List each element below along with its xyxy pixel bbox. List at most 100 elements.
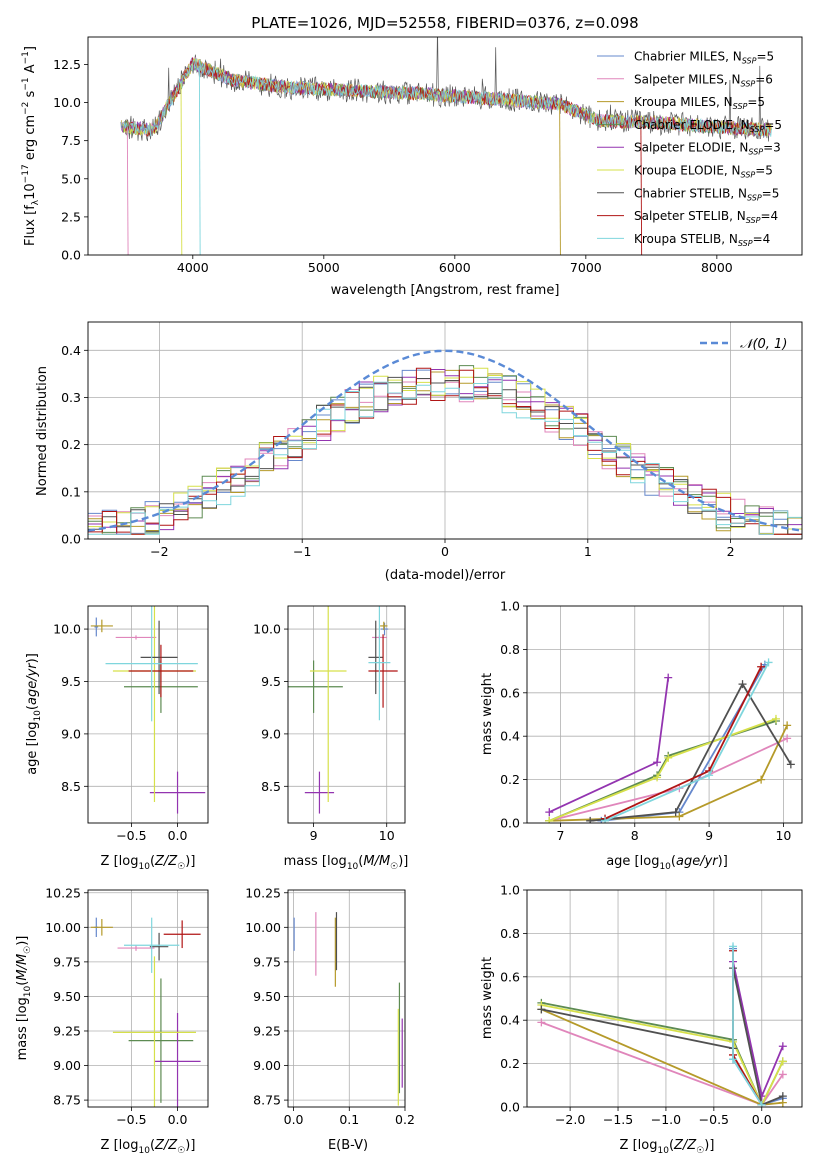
mw-z-ylabel: mass weight [480,957,495,1039]
massweight-vs-metallicity-panel: −2.0 −1.5 −1.0 −0.5 0.0 0.0 0.2 0.4 0.6 0.8 1.0 [500,883,803,1127]
residual-histogram-panel: −2 −1 0 1 2 0.0 0.1 0.2 0.3 0.4 𝒩(0, 1) [61,321,803,559]
age-z-xlabel: Z [log10(Z/Z☉)] [101,854,196,872]
mass-weight-marker [771,714,780,723]
x-tick-label: −0.5 [699,1112,729,1127]
age-mass-xlabel: mass [log10(M/M☉)] [284,854,409,872]
y-tick-label: 10.00 [245,920,281,935]
x-tick-label: 0.0 [752,1112,772,1127]
residual-xlabel: (data-model)/error [385,568,506,583]
mass-weight-marker [586,816,595,823]
axes-frame [526,605,803,824]
y-tick-label: 10.00 [45,920,81,935]
y-tick-label: 0.0 [61,532,81,547]
spectrum-panel: 4000 5000 6000 7000 8000 0.0 2.5 5.0 7.5 10.0 12.5… [53,36,803,275]
y-tick-label: 8.75 [253,1093,281,1108]
plot-area [88,349,802,535]
y-tick-label: 10.0 [53,95,81,110]
x-tick-label: 2 [727,544,735,559]
x-tick-label: −2 [150,544,168,559]
y-tick-label: 9.25 [53,1023,81,1038]
chart-title: PLATE=1026, MJD=52558, FIBERID=0376, z=0… [251,14,638,32]
x-tick-label: −1.5 [603,1112,633,1127]
axes-frame [287,889,406,1108]
mass-weight-marker [601,816,610,823]
plot-area [90,917,201,1107]
y-tick-label: 9.75 [53,954,81,969]
y-tick-label: 1.0 [500,599,520,614]
y-tick-label: 2.5 [61,209,81,224]
mass-weight-marker [786,760,795,769]
mass-weight-marker [757,775,766,784]
y-tick-label: 5.0 [61,171,81,186]
spectrum-legend: Chabrier MILES, NSSP=5 Salpeter MILES, NS… [597,50,782,248]
mass-vs-ebv-panel: 0.0 0.1 0.2 8.75 9.00 9.25 9.50 9.75 10.00 10.25 [245,885,415,1127]
residual-histogram-series [88,367,802,535]
mw-z-xlabel: Z [log10(Z/Z☉)] [620,1138,715,1156]
x-tick-label: 6000 [439,260,471,275]
mass-weight-marker [653,773,662,782]
y-tick-label: 9.25 [253,1023,281,1038]
residual-histogram-series [88,369,802,535]
mass-weight-marker [653,758,662,767]
mass-weight-marker [778,1070,787,1079]
mass-weight-marker [729,942,738,951]
plot-area [90,606,206,814]
spectrum-spike [640,122,643,255]
y-tick-label: 9.50 [253,989,281,1004]
mass-weight-marker [537,1005,546,1014]
y-tick-label: 10.0 [253,622,281,637]
y-tick-label: 0.0 [500,816,520,831]
x-tick-label: −0.5 [116,1112,146,1127]
y-tick-label: 10.0 [53,622,81,637]
x-tick-label: 10 [379,828,395,843]
mass-weight-marker [757,662,766,671]
y-tick-label: 9.00 [53,1058,81,1073]
x-tick-label: 0.0 [284,1112,304,1127]
x-tick-label: 1 [584,544,592,559]
mass-weight-marker [729,1055,738,1064]
y-tick-label: 0.1 [61,484,81,499]
x-tick-label: 10 [775,828,791,843]
plot-area [293,912,403,1106]
mass-weight-series-line [590,682,792,822]
legend-label: Kroupa ELODIE, NSSP=5 [634,164,773,180]
y-tick-label: 12.5 [53,57,81,72]
mass-weight-series-line [548,677,670,813]
mw-age-xlabel: age [log10(age/yr)] [606,854,728,872]
mass-weight-series-line [548,717,777,822]
y-tick-label: 8.5 [61,779,81,794]
y-tick-label: 9.50 [53,989,81,1004]
x-tick-label: 8000 [701,260,733,275]
spectrum-spike [180,83,183,255]
y-tick-label: 9.0 [61,726,81,741]
axes-frame [87,889,209,1108]
mass-z-ylabel: mass [log10(M/M☉)] [15,936,33,1061]
residual-ylabel: Normed distribution [35,366,50,496]
plot-area [545,658,795,823]
x-tick-label: 0 [441,544,449,559]
y-tick-label: 0.0 [500,1100,520,1115]
mass-weight-marker [778,1092,787,1101]
y-tick-label: 0.3 [61,390,81,405]
mass-weight-marker [778,1057,787,1066]
spectrum-spike [198,65,201,255]
mass-weight-marker [675,812,684,821]
mw-age-ylabel: mass weight [480,673,495,755]
y-tick-label: 0.2 [500,1056,520,1071]
mass-weight-marker [664,673,673,682]
residual-histogram-series [88,377,802,535]
y-tick-label: 8.75 [53,1093,81,1108]
legend-label: 𝒩(0, 1) [740,337,787,352]
axes-frame [87,321,803,540]
y-tick-label: 0.8 [500,642,520,657]
legend-label: Salpeter ELODIE, NSSP=3 [634,141,781,157]
y-tick-label: 9.5 [261,674,281,689]
x-tick-label: −2.0 [555,1112,585,1127]
age-vs-mass-panel: 9 10 8.5 9.0 9.5 10.0 [253,605,406,843]
mass-weight-marker [783,721,792,730]
mass-vs-metallicity-panel: −0.5 0.0 8.75 9.00 9.25 9.50 9.75 10.00 10.25 [45,885,209,1127]
x-tick-label: 0.0 [168,1112,188,1127]
legend-label: Kroupa MILES, NSSP=5 [634,95,765,111]
mass-weight-marker [757,1100,766,1107]
